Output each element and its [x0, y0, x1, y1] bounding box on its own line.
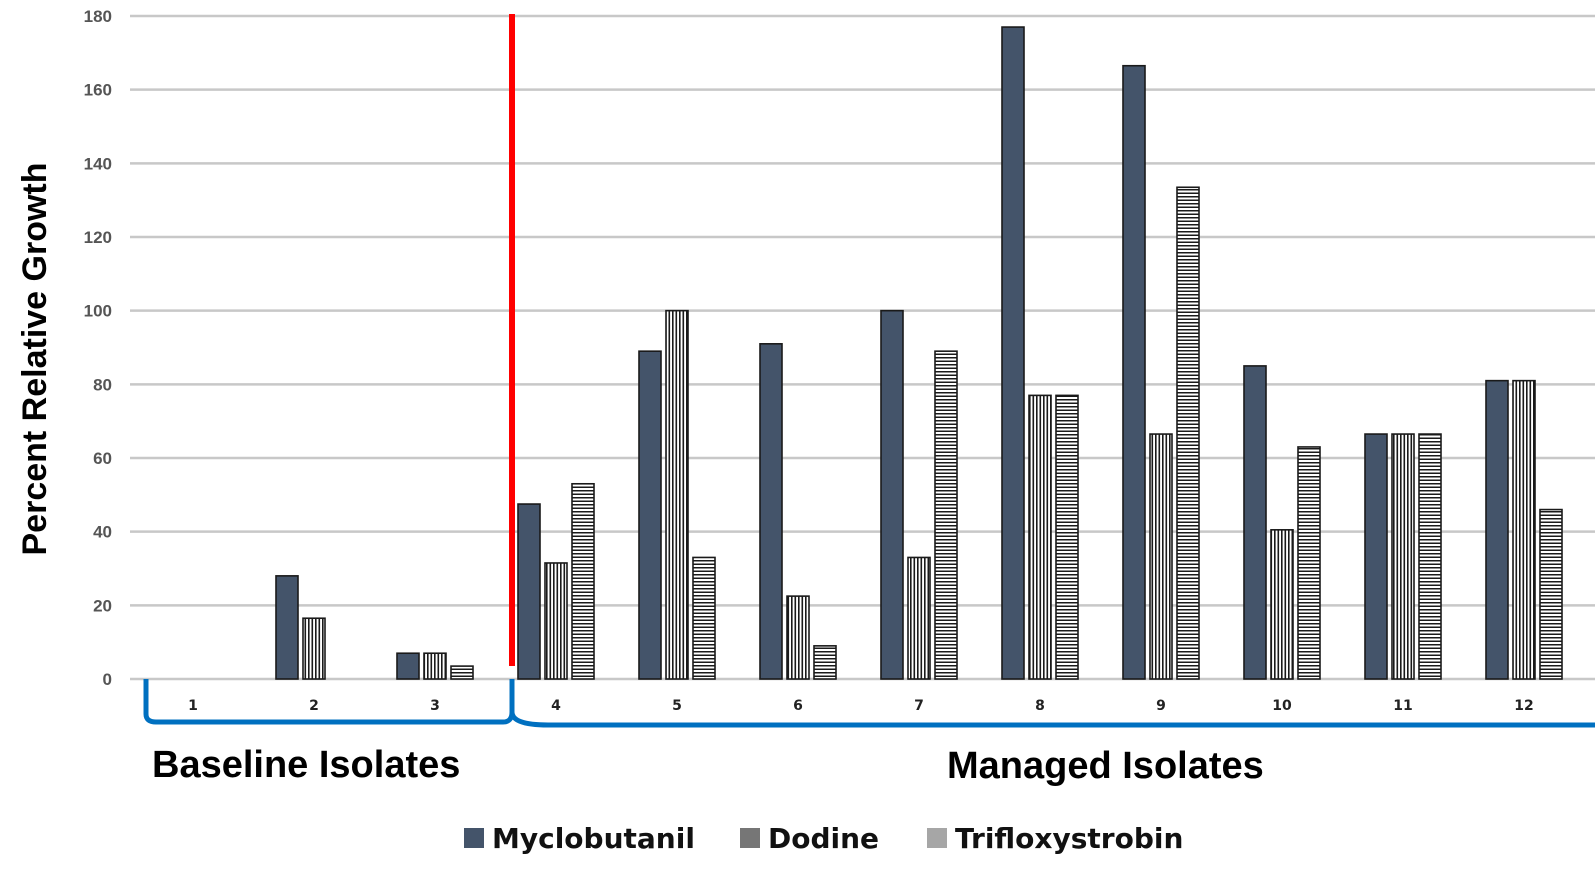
bar-trifloxystrobin-isolate-11: [1418, 433, 1442, 680]
bar-myclobutanil-isolate-4: [517, 503, 541, 680]
y-tick-label: 60: [93, 449, 112, 468]
bar-trifloxystrobin-isolate-7: [934, 350, 958, 680]
bar-myclobutanil-isolate-2: [275, 575, 299, 680]
bar-myclobutanil-isolate-5: [638, 350, 662, 680]
managed-group-label: Managed Isolates: [947, 745, 1264, 787]
legend-swatch-myclobutanil: [464, 828, 484, 848]
y-tick-label: 0: [103, 670, 112, 689]
x-tick-label: 6: [793, 698, 803, 714]
bar-dodine-isolate-7: [907, 556, 931, 680]
bar-myclobutanil-isolate-8: [1001, 26, 1025, 680]
bar-trifloxystrobin-isolate-6: [813, 645, 837, 680]
bar-myclobutanil-isolate-3: [396, 652, 420, 680]
x-tick-label: 4: [551, 698, 561, 714]
bar-myclobutanil-isolate-9: [1122, 64, 1146, 680]
y-axis-label: Percent Relative Growth: [16, 162, 54, 555]
bar-myclobutanil-isolate-10: [1243, 365, 1267, 680]
bar-myclobutanil-isolate-12: [1485, 379, 1509, 680]
bars: [275, 26, 1563, 680]
bar-dodine-isolate-5: [665, 309, 689, 680]
x-tick-label: 1: [188, 698, 198, 714]
gridlines: [130, 14, 1595, 681]
x-tick-label: 12: [1514, 698, 1533, 714]
x-tick-label: 8: [1035, 698, 1045, 714]
legend-swatch-dodine: [740, 828, 760, 848]
bar-trifloxystrobin-isolate-8: [1055, 394, 1079, 680]
baseline-bracket: [143, 679, 515, 725]
bar-myclobutanil-isolate-6: [759, 343, 783, 680]
legend-label-dodine: Dodine: [768, 822, 879, 855]
bar-myclobutanil-isolate-7: [880, 309, 904, 680]
bar-dodine-isolate-2: [302, 617, 326, 680]
y-tick-label: 100: [84, 302, 112, 321]
y-tick-label: 160: [84, 81, 112, 100]
legend-label-trifloxystrobin: Trifloxystrobin: [955, 822, 1183, 855]
x-tick-label: 5: [672, 698, 682, 714]
x-tick-label: 11: [1393, 698, 1412, 714]
bar-dodine-isolate-3: [423, 652, 447, 680]
y-tick-label: 120: [84, 228, 112, 247]
y-tick-label: 140: [84, 154, 112, 173]
bar-trifloxystrobin-isolate-9: [1176, 186, 1200, 680]
bar-dodine-isolate-6: [786, 595, 810, 680]
bar-dodine-isolate-8: [1028, 394, 1052, 680]
bar-trifloxystrobin-isolate-12: [1539, 508, 1563, 680]
legend-swatch-trifloxystrobin: [927, 828, 947, 848]
bar-trifloxystrobin-isolate-4: [571, 482, 595, 680]
y-tick-label: 180: [84, 7, 112, 26]
bar-dodine-isolate-4: [544, 562, 568, 680]
x-tick-label: 7: [914, 698, 924, 714]
y-tick-label: 20: [93, 596, 112, 615]
baseline-group-label: Baseline Isolates: [152, 744, 460, 786]
bar-dodine-isolate-12: [1512, 379, 1536, 680]
x-tick-label: 10: [1272, 698, 1292, 714]
legend-label-myclobutanil: Myclobutanil: [492, 822, 695, 855]
bar-dodine-isolate-11: [1391, 433, 1415, 680]
bar-trifloxystrobin-isolate-5: [692, 556, 716, 680]
x-tick-label: 9: [1156, 698, 1166, 714]
annotations: Baseline Isolates Managed Isolates: [143, 14, 1595, 787]
y-tick-labels: 0 20 40 60 80 100 120 140 160 180: [84, 7, 112, 689]
x-tick-label: 2: [309, 698, 319, 714]
x-tick-labels: 1 2 3 4 5 6 7 8 9 10 11 12: [188, 698, 1534, 714]
bar-trifloxystrobin-isolate-3: [450, 665, 474, 680]
x-tick-label: 3: [430, 698, 440, 714]
bar-dodine-isolate-9: [1149, 433, 1173, 680]
y-tick-label: 80: [93, 375, 112, 394]
managed-bracket: [509, 711, 1595, 728]
legend: Myclobutanil Dodine Trifloxystrobin: [464, 822, 1183, 855]
bar-dodine-isolate-10: [1270, 529, 1294, 680]
bar-myclobutanil-isolate-11: [1364, 433, 1388, 680]
y-tick-label: 40: [93, 523, 112, 542]
bar-trifloxystrobin-isolate-10: [1297, 446, 1321, 680]
